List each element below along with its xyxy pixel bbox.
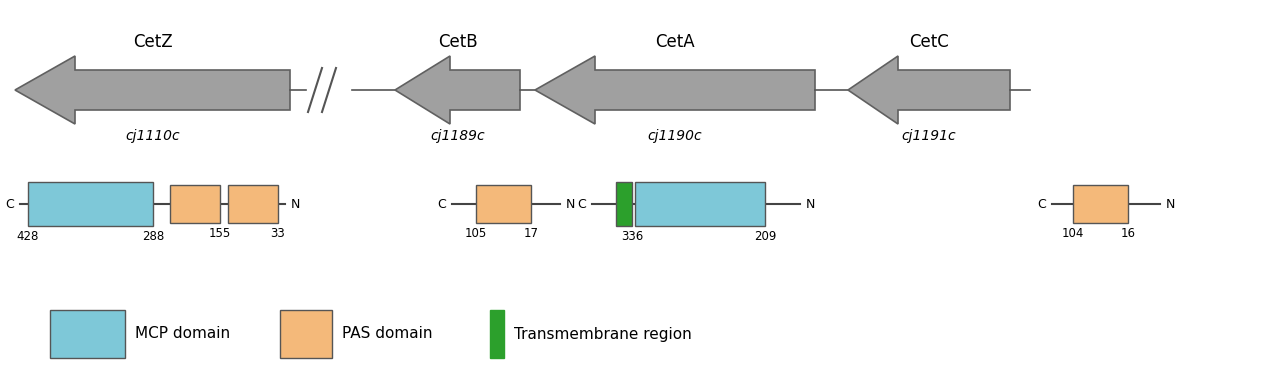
Bar	[1073, 185, 1128, 223]
Text: cj1189c: cj1189c	[430, 129, 485, 143]
Text: N: N	[806, 198, 815, 210]
Text: 17: 17	[524, 227, 539, 240]
Text: 336: 336	[621, 230, 643, 243]
Text: CetC: CetC	[909, 33, 948, 51]
Bar	[476, 185, 531, 223]
Text: cj1190c: cj1190c	[648, 129, 703, 143]
Text: Transmembrane region: Transmembrane region	[515, 326, 691, 342]
Bar	[50, 310, 125, 358]
Text: 428: 428	[17, 230, 40, 243]
Text: C: C	[438, 198, 445, 210]
Text: C: C	[577, 198, 586, 210]
Bar	[635, 182, 765, 226]
Polygon shape	[849, 56, 1010, 124]
Bar	[228, 185, 278, 223]
Text: C: C	[1037, 198, 1046, 210]
Text: 209: 209	[754, 230, 776, 243]
Polygon shape	[535, 56, 815, 124]
Polygon shape	[396, 56, 520, 124]
Bar	[280, 310, 332, 358]
Text: cj1110c: cj1110c	[125, 129, 179, 143]
Text: PAS domain: PAS domain	[342, 326, 433, 342]
Text: N: N	[291, 198, 301, 210]
Text: N: N	[566, 198, 576, 210]
Text: cj1191c: cj1191c	[901, 129, 956, 143]
Text: CetZ: CetZ	[133, 33, 173, 51]
Text: 105: 105	[465, 227, 488, 240]
Bar	[28, 182, 154, 226]
Text: 33: 33	[270, 227, 285, 240]
Text: 288: 288	[142, 230, 164, 243]
Text: 104: 104	[1062, 227, 1084, 240]
Polygon shape	[15, 56, 291, 124]
Text: N: N	[1166, 198, 1175, 210]
Text: CetA: CetA	[655, 33, 695, 51]
Bar	[170, 185, 220, 223]
Text: MCP domain: MCP domain	[134, 326, 230, 342]
Text: 16: 16	[1120, 227, 1135, 240]
Bar	[490, 310, 504, 358]
Text: C: C	[5, 198, 14, 210]
Text: 155: 155	[209, 227, 232, 240]
Text: CetB: CetB	[438, 33, 477, 51]
Bar	[616, 182, 632, 226]
